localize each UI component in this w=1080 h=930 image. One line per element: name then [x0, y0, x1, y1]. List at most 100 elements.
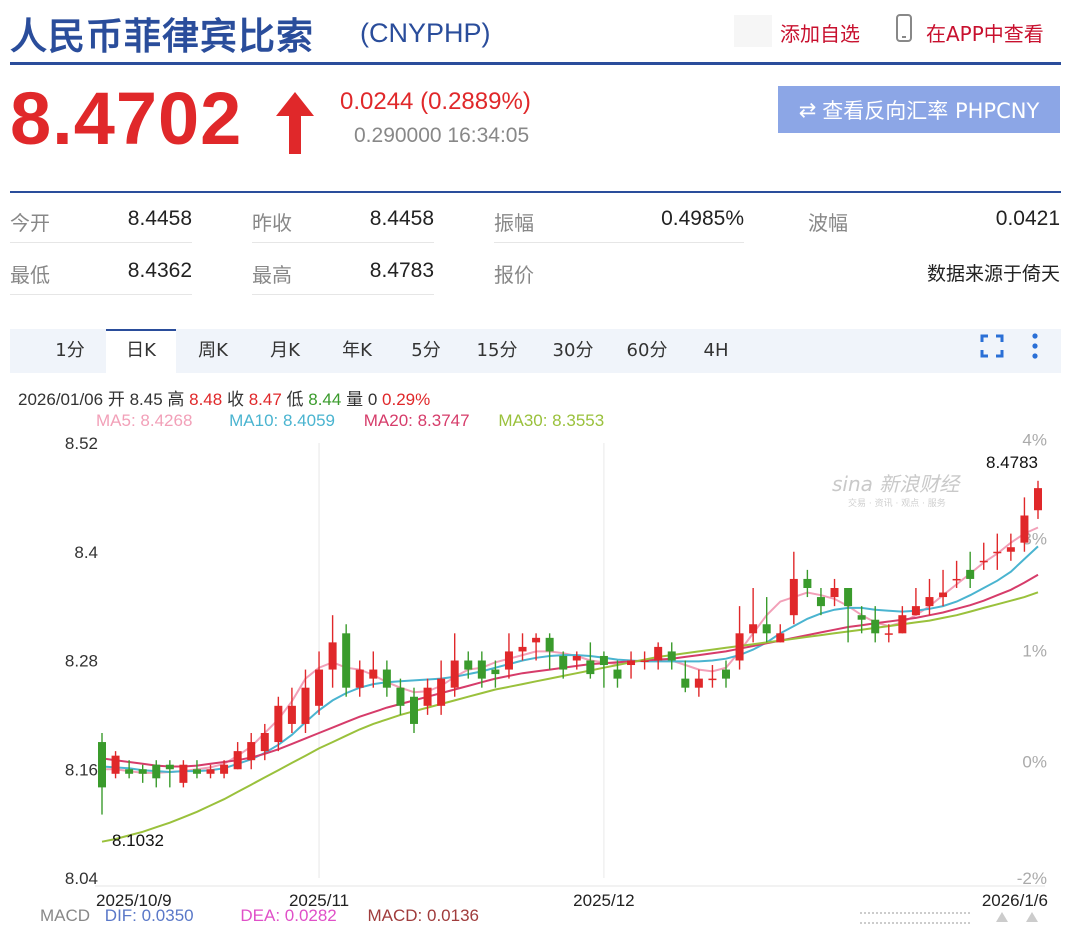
scroll-handle-icon[interactable]: [860, 912, 970, 924]
tab-monthly-k[interactable]: 月K: [270, 340, 300, 361]
stat-divider: [252, 242, 434, 243]
add-to-watchlist-link[interactable]: 添加自选: [780, 22, 860, 46]
scroll-arrows-icon[interactable]: [994, 910, 1060, 924]
ma-line-ma10: [101, 545, 1039, 774]
page-title: 人民币菲律宾比索: [10, 15, 314, 58]
candle-body: [125, 769, 134, 774]
phone-icon: [896, 14, 912, 42]
candle-body: [274, 705, 283, 743]
y-tick-label: 8.28: [65, 652, 98, 671]
candle-body: [911, 606, 920, 616]
header-divider: [10, 62, 1061, 65]
ohlc-vol-label: 量: [346, 390, 364, 409]
candle-body: [735, 633, 744, 661]
candle-body: [260, 733, 269, 752]
candle-body: [979, 560, 988, 563]
stat-prevclose-label: 昨收: [252, 211, 292, 235]
view-in-app-link[interactable]: 在APP中查看: [926, 22, 1044, 46]
candle-body: [206, 769, 215, 774]
quote-time: 0.290000 16:34:05: [354, 124, 530, 147]
tab-30min[interactable]: 30分: [552, 340, 594, 361]
up-arrow-icon: [276, 92, 314, 154]
candle-body: [532, 637, 541, 643]
stat-amplitude-value: 0.4985%: [661, 207, 744, 230]
y-tick-label: 8.52: [65, 434, 98, 453]
candle-body: [857, 615, 866, 620]
candle-body: [464, 660, 473, 670]
tab-daily-k[interactable]: 日K: [106, 329, 176, 373]
fav-icon-placeholder: [734, 15, 772, 47]
candle-body: [681, 678, 690, 688]
candle-body: [871, 619, 880, 634]
macd-dea: DEA: 0.0282: [240, 906, 337, 925]
ohlc-close-label: 收: [226, 390, 244, 409]
tab-yearly-k[interactable]: 年K: [342, 340, 372, 361]
candle-body: [803, 578, 812, 588]
stat-divider: [494, 242, 744, 243]
candle-body: [545, 637, 554, 652]
candle-body: [1034, 488, 1042, 511]
stat-low-label: 最低: [10, 263, 50, 287]
y-tick-label: 8.04: [65, 869, 98, 888]
tab-60min[interactable]: 60分: [626, 340, 668, 361]
ohlc-high: 8.48: [189, 390, 223, 409]
tab-1min[interactable]: 1分: [55, 340, 85, 361]
x-axis-label: 2025/12: [573, 891, 634, 908]
tab-4h[interactable]: 4H: [703, 340, 729, 361]
pct-tick-label: 1%: [1022, 642, 1047, 661]
candle-body: [952, 578, 961, 581]
candle-body: [776, 633, 785, 643]
candle-body: [396, 687, 405, 706]
candle-body: [559, 655, 568, 670]
stat-divider: [10, 242, 192, 243]
ma20-legend: MA20: 8.3747: [363, 411, 470, 430]
stat-range-label: 波幅: [808, 211, 848, 235]
candle-body: [640, 660, 649, 662]
fullscreen-icon[interactable]: [980, 334, 1004, 358]
stat-high-label: 最高: [252, 263, 292, 287]
more-vertical-icon[interactable]: [1030, 332, 1040, 360]
ma5-legend: MA5: 8.4268: [96, 411, 193, 430]
tab-15min[interactable]: 15分: [476, 340, 518, 361]
candle-body: [654, 646, 663, 661]
tab-weekly-k[interactable]: 周K: [198, 340, 228, 361]
x-axis-label: 2026/1/6: [982, 891, 1048, 908]
candle-body: [586, 660, 595, 675]
candle-body: [342, 633, 351, 688]
candle-body: [410, 696, 418, 724]
y-tick-label: 8.16: [65, 760, 98, 779]
candle-body: [694, 678, 703, 688]
macd-value: MACD: 0.0136: [367, 906, 480, 925]
pct-tick-label: 4%: [1022, 431, 1047, 450]
candle-body: [844, 588, 853, 607]
ma30-legend: MA30: 8.3553: [498, 411, 605, 430]
candle-body: [749, 624, 758, 634]
reverse-rate-button[interactable]: ⇄ 查看反向汇率 PHPCNY: [778, 86, 1060, 133]
candle-body: [993, 551, 1002, 554]
candle-body: [572, 655, 581, 661]
price-change: 0.0244 (0.2889%): [340, 88, 531, 115]
tab-5min[interactable]: 5分: [411, 340, 441, 361]
kline-chart[interactable]: 8.52 8.4 8.28 8.16 8.04 4% 3% 1% 0% -2% sina 新浪财经交…: [0, 430, 1080, 908]
candle-body: [165, 764, 174, 770]
stat-amplitude-label: 振幅: [494, 211, 534, 235]
macd-label: MACD: [40, 906, 91, 925]
sina-watermark: sina 新浪财经: [832, 472, 961, 496]
stat-open-label: 今开: [10, 211, 50, 235]
candle-body: [301, 687, 310, 724]
candle-body: [315, 669, 324, 706]
stat-divider: [10, 294, 192, 295]
min-price-label: 8.1032: [112, 831, 164, 850]
candle-body: [437, 678, 446, 706]
candle-body: [667, 651, 676, 661]
ohlc-open-label: 开: [107, 390, 125, 409]
ma-line-ma20: [101, 573, 1039, 768]
ohlc-date: 2026/01/06: [18, 390, 104, 409]
stats-divider: [10, 191, 1061, 193]
candle-body: [138, 769, 147, 774]
candle-body: [328, 642, 337, 670]
candle-body: [504, 651, 513, 670]
ohlc-low-label: 低: [286, 390, 304, 409]
ma-line-ma30: [101, 591, 1039, 843]
candle-body: [762, 624, 771, 634]
